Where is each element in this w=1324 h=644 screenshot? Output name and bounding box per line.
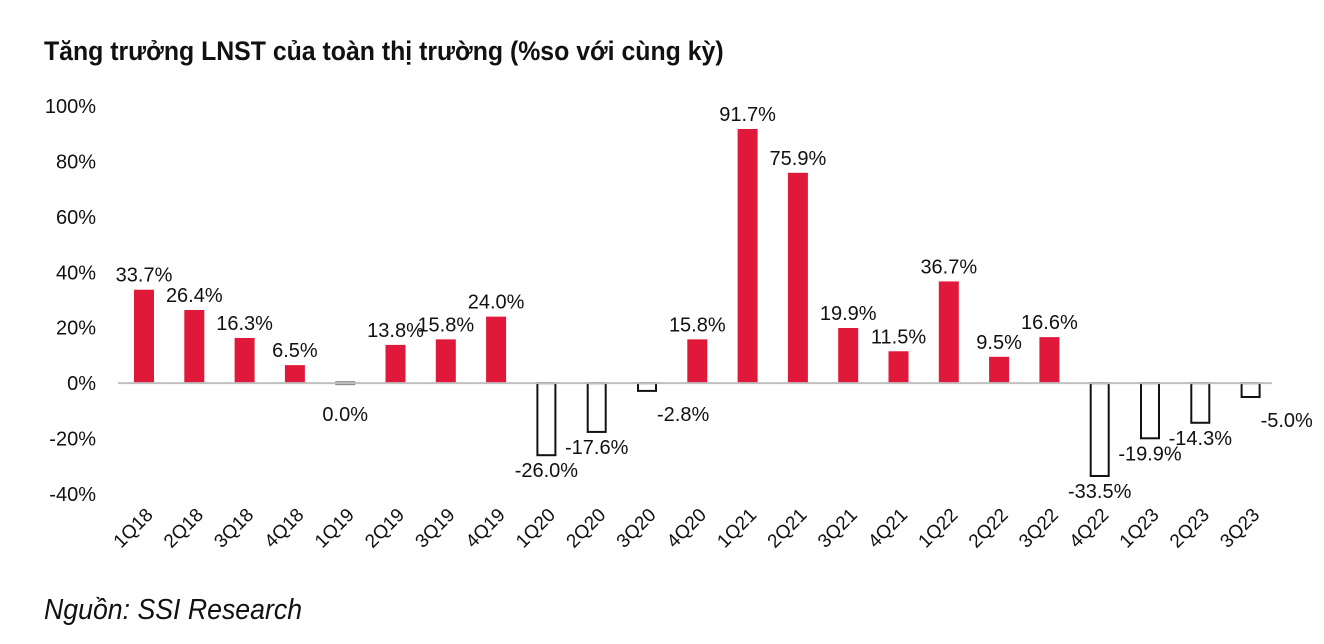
x-tick-label: 2Q18	[160, 505, 208, 553]
bar	[486, 316, 507, 384]
x-axis-labels: 1Q18 2Q18 3Q18 4Q18 1Q19 2Q19 3Q19 4Q19 1Q20 2Q20…	[110, 505, 1264, 553]
data-label: -14.3%	[1169, 428, 1233, 450]
x-tick-label: 1Q22	[915, 505, 963, 553]
x-tick-label: 1Q19	[311, 505, 359, 553]
x-tick-label: 3Q21	[814, 505, 862, 553]
bar	[787, 172, 808, 384]
bar	[637, 382, 657, 392]
bar	[536, 382, 557, 457]
bar	[1039, 337, 1060, 384]
data-label: 26.4%	[166, 285, 223, 307]
data-label: 36.7%	[920, 256, 977, 278]
bar	[1190, 382, 1211, 424]
bar	[284, 365, 305, 384]
source-note: Nguồn: SSI Research	[44, 594, 303, 626]
x-tick-label: 3Q19	[412, 505, 460, 553]
data-label: 33.7%	[116, 265, 173, 287]
bar	[234, 337, 255, 384]
data-label: 75.9%	[770, 148, 827, 170]
data-label: 16.6%	[1021, 312, 1078, 334]
x-tick-label: 2Q21	[764, 505, 812, 553]
y-tick-label: 100%	[45, 96, 96, 118]
data-label: 15.8%	[417, 314, 474, 336]
x-tick-label: 4Q22	[1066, 505, 1114, 553]
data-label: 6.5%	[272, 340, 318, 362]
x-tick-label: 1Q23	[1116, 505, 1164, 553]
bar	[687, 339, 708, 384]
data-label: -2.8%	[657, 404, 709, 426]
data-labels: 33.7%26.4%16.3%6.5%0.0%13.8%15.8%24.0%-2…	[116, 104, 1313, 503]
x-tick-label: 2Q23	[1166, 505, 1214, 553]
data-label: 13.8%	[367, 320, 424, 342]
bar	[1240, 382, 1261, 398]
data-label: -17.6%	[565, 437, 629, 459]
data-label: -26.0%	[515, 460, 579, 482]
data-label: -33.5%	[1068, 481, 1132, 503]
bars	[134, 129, 1261, 477]
bar-chart: 100% 80% 60% 40% 20% 0% -20% -40% 33.7%26.4% 16.…	[45, 96, 1313, 553]
bar	[888, 351, 909, 384]
x-tick-label: 4Q19	[462, 505, 510, 553]
data-label: 24.0%	[468, 292, 525, 314]
data-label: 9.5%	[976, 332, 1022, 354]
bar	[586, 382, 607, 433]
data-label: 11.5%	[871, 326, 926, 348]
x-tick-label: 1Q18	[110, 505, 158, 553]
bar	[838, 327, 859, 384]
data-label: 15.8%	[669, 314, 726, 336]
y-tick-label: 80%	[56, 151, 96, 173]
data-label: 19.9%	[820, 303, 877, 325]
x-tick-label: 2Q20	[563, 505, 611, 553]
data-label: -19.9%	[1118, 443, 1182, 465]
bar	[184, 309, 205, 384]
y-tick-label: -20%	[49, 429, 96, 451]
x-tick-label: 3Q18	[210, 505, 258, 553]
x-tick-label: 4Q20	[663, 505, 711, 553]
bar	[435, 339, 456, 384]
x-tick-label: 3Q22	[1015, 505, 1063, 553]
x-tick-label: 4Q18	[261, 505, 309, 553]
bar	[1140, 382, 1160, 440]
data-label: 16.3%	[216, 313, 273, 335]
bar	[938, 281, 959, 384]
x-tick-label: 1Q20	[512, 505, 560, 553]
bar	[385, 344, 406, 384]
bar	[1089, 382, 1110, 477]
data-label: -5.0%	[1261, 410, 1313, 432]
x-tick-label: 3Q20	[613, 505, 661, 553]
bar	[134, 289, 154, 384]
data-label: 0.0%	[322, 404, 368, 426]
y-tick-label: 0%	[67, 373, 96, 395]
y-tick-label: 60%	[56, 207, 96, 229]
x-tick-label: 2Q22	[965, 505, 1013, 553]
x-tick-label: 4Q21	[864, 505, 912, 553]
chart-title: Tăng trưởng LNST của toàn thị trường (%s…	[44, 36, 724, 66]
data-label: 91.7%	[719, 104, 776, 126]
y-tick-label: 20%	[56, 318, 96, 340]
y-tick-label: 40%	[56, 262, 96, 284]
x-tick-label: 1Q21	[713, 505, 761, 553]
bar	[737, 129, 758, 384]
y-tick-label: -40%	[49, 484, 96, 506]
x-tick-label: 3Q23	[1216, 505, 1264, 553]
bar	[989, 356, 1010, 384]
y-axis-ticks: 100% 80% 60% 40% 20% 0% -20% -40%	[45, 96, 96, 506]
x-tick-label: 2Q19	[361, 505, 409, 553]
